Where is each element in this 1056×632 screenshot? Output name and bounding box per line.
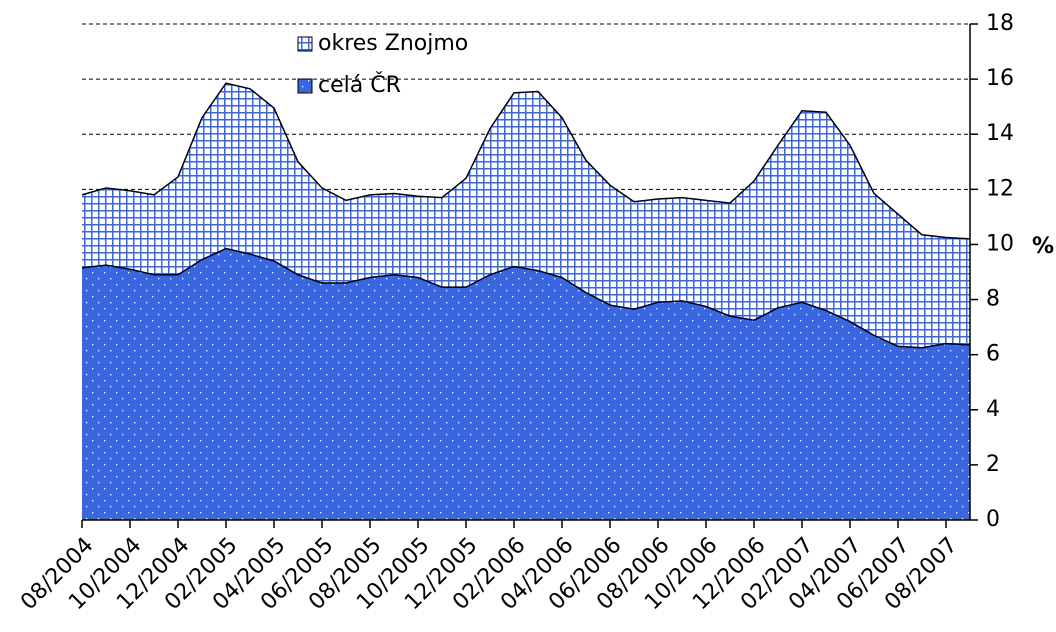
area-outline bbox=[81, 82, 971, 240]
area-outline bbox=[81, 247, 971, 349]
legend-label: okres Znojmo bbox=[318, 31, 468, 56]
legend-swatch bbox=[297, 78, 313, 94]
area bbox=[82, 248, 970, 521]
y-tick-label: 6 bbox=[986, 342, 1000, 367]
y-tick-label: 0 bbox=[986, 507, 1000, 532]
y-axis-label: % bbox=[1032, 234, 1054, 259]
y-tick-label: 12 bbox=[986, 176, 1014, 201]
legend-swatch bbox=[297, 36, 313, 52]
y-tick-label: 16 bbox=[986, 66, 1014, 91]
y-tick-label: 18 bbox=[986, 11, 1014, 36]
y-tick-label: 2 bbox=[986, 452, 1000, 477]
y-tick-label: 10 bbox=[986, 231, 1014, 256]
y-tick-label: 4 bbox=[986, 397, 1000, 422]
y-tick-label: 8 bbox=[986, 287, 1000, 312]
legend-label: celá ČR bbox=[318, 72, 401, 98]
y-tick-label: 14 bbox=[986, 121, 1014, 146]
